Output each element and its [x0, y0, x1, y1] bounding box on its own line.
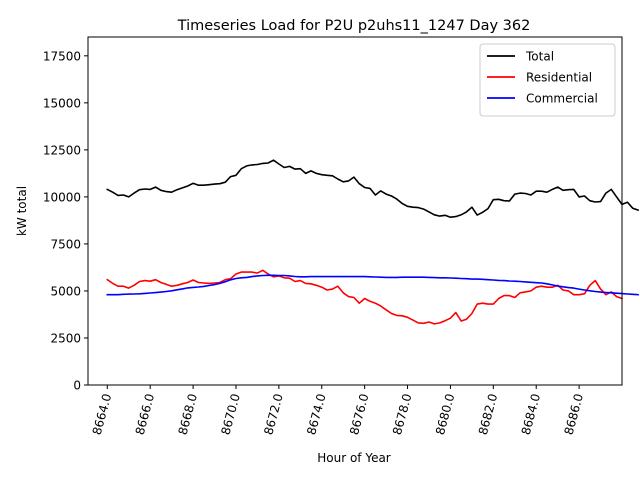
y-axis-label: kW total — [15, 186, 29, 236]
x-axis: 8664.0 8666.0 8668.0 8670.0 8672.0 8674.0 8676… — [90, 385, 586, 436]
x-tick-label: 8670.0 — [218, 392, 242, 436]
y-tick-label: 0 — [73, 379, 81, 393]
y-tick-label: 15000 — [43, 96, 81, 110]
legend-label-commercial: Commercial — [526, 92, 598, 106]
x-axis-label: Hour of Year — [317, 451, 391, 465]
x-tick-label: 8686.0 — [562, 392, 586, 436]
y-tick-label: 7500 — [50, 237, 81, 251]
x-tick-label: 8680.0 — [433, 392, 457, 436]
y-tick-label: 5000 — [50, 284, 81, 298]
y-tick-label: 10000 — [43, 190, 81, 204]
y-tick-label: 12500 — [43, 143, 81, 157]
y-axis: 0 2500 5000 7500 10000 12500 15000 17500 — [43, 49, 88, 393]
legend-label-total: Total — [525, 50, 554, 64]
x-tick-label: 8684.0 — [519, 392, 543, 436]
legend: Total Residential Commercial — [479, 43, 616, 117]
x-tick-label: 8668.0 — [176, 392, 200, 436]
plot-frame — [87, 36, 623, 386]
series-line-total — [106, 159, 640, 218]
x-tick-label: 8682.0 — [476, 392, 500, 436]
y-tick-label: 2500 — [50, 331, 81, 345]
legend-label-residential: Residential — [526, 71, 592, 85]
x-tick-label: 8672.0 — [261, 392, 285, 436]
x-tick-label: 8678.0 — [390, 392, 414, 436]
chart-title: Timeseries Load for P2U p2uhs11_1247 Day… — [177, 18, 531, 34]
y-tick-label: 17500 — [43, 49, 81, 63]
x-tick-label: 8666.0 — [133, 392, 157, 436]
x-tick-label: 8674.0 — [304, 392, 328, 436]
x-tick-label: 8664.0 — [90, 392, 114, 436]
series-line-residential — [106, 269, 624, 325]
series-line-commercial — [106, 274, 639, 296]
x-tick-label: 8676.0 — [347, 392, 371, 436]
